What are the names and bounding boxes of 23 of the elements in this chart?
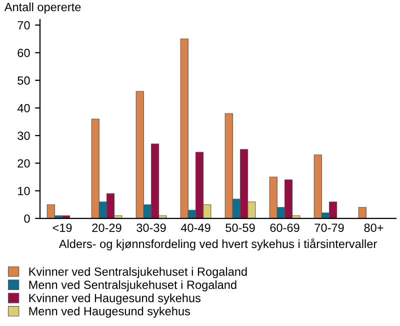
x-tick-label: 70-79 [314,224,344,232]
y-tick-label: 70 [18,21,30,30]
legend-label: Menn ved Haugesund sykehus [29,306,190,318]
x-axis-title: Alders- og kjønnsfordeling ved hvert sykehus i tiårsintervaller [58,238,377,250]
y-tick-label: 50 [18,76,30,85]
x-tick-label: 50-59 [226,224,255,232]
y-tick-label: 20 [18,159,30,168]
x-tick-label: 30-39 [136,224,166,232]
x-tick-label: 40-49 [180,224,210,232]
x-tick-label: 20-29 [92,224,122,232]
y-tick-label: 40 [17,104,30,112]
x-tick-label: 60-69 [270,224,300,232]
y-axis-title: Antall opererte [4,2,81,14]
y-tick-label: 0 [24,214,30,223]
legend-label: Menn ved Sentralsjukehuset i Rogaland [29,280,236,292]
legend-label: Kvinner ved Sentralsjukehuset i Rogaland [29,267,247,278]
y-tick-label: 60 [18,48,30,58]
y-tick-label: 30 [18,132,30,140]
x-tick-label: <19 [52,224,72,232]
y-tick-label: 10 [18,186,30,196]
legend-label: Kvinner ved Haugesund sykehus [29,294,201,305]
bar [358,207,366,218]
x-tick-label: 80+ [364,224,384,232]
